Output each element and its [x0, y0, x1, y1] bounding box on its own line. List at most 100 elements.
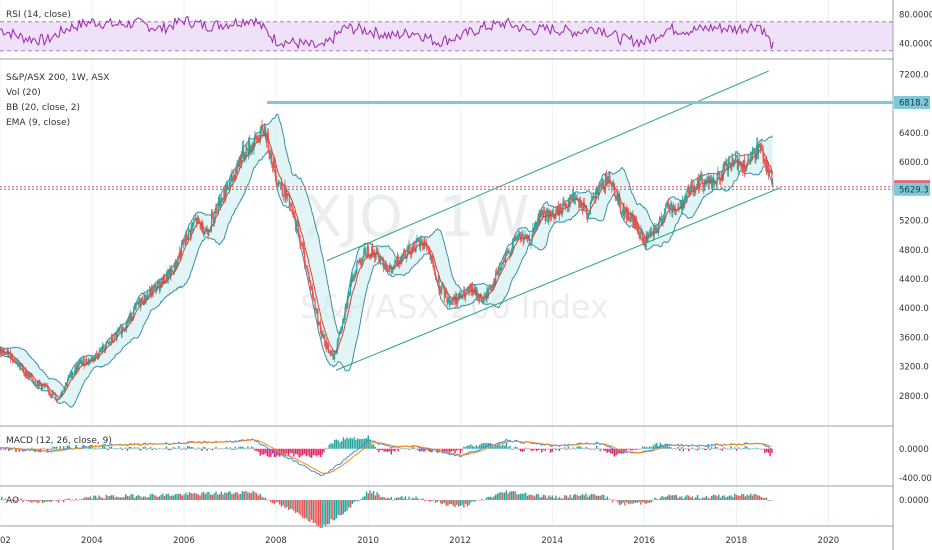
- ao-bar: [61, 500, 63, 501]
- candle-body: [575, 197, 577, 199]
- candle-body: [539, 215, 541, 224]
- candle-body: [400, 257, 402, 264]
- macd-hist-bar: [608, 448, 610, 453]
- ao-bar: [342, 500, 345, 514]
- ao-bar: [500, 491, 502, 500]
- candle-body: [514, 236, 516, 238]
- candle-body: [300, 244, 302, 246]
- ao-bar: [525, 492, 527, 500]
- ao-bar: [224, 492, 226, 500]
- candle-body: [739, 164, 741, 166]
- macd-hist-bar: [588, 448, 591, 450]
- candle-body: [434, 273, 437, 280]
- macd-hist-bar: [80, 448, 83, 450]
- candle-body: [720, 173, 723, 181]
- macd-hist-bar: [680, 446, 683, 449]
- ao-bar: [348, 500, 350, 508]
- candle-body: [295, 221, 298, 231]
- candle-body: [435, 279, 438, 281]
- candle-body: [352, 276, 354, 282]
- candle-body: [417, 239, 419, 242]
- macd-hist-bar: [539, 448, 541, 450]
- macd-hist-bar: [626, 448, 628, 451]
- macd-hist-bar: [569, 448, 571, 450]
- macd-hist-bar: [326, 448, 329, 450]
- candle-body: [249, 146, 252, 153]
- channel-lower-line[interactable]: [335, 187, 781, 371]
- macd-hist-bar: [495, 445, 497, 449]
- macd-hist-bar: [107, 448, 109, 451]
- macd-hist-bar: [190, 446, 192, 449]
- candle-body: [639, 236, 641, 238]
- candle-body: [299, 235, 301, 245]
- ao-bar: [399, 496, 401, 500]
- candle-body: [741, 166, 743, 168]
- price-tick-label: 3200.0: [899, 363, 929, 373]
- candle-body: [337, 340, 339, 343]
- candle-body: [586, 208, 588, 220]
- macd-hist-bar: [771, 448, 773, 453]
- ao-bar: [431, 500, 433, 502]
- ao-bar: [411, 497, 414, 500]
- candle-body: [23, 371, 25, 373]
- ao-bar: [464, 500, 467, 504]
- ao-bar: [232, 493, 235, 500]
- candle-body: [529, 244, 531, 246]
- ao-bar: [748, 495, 750, 500]
- candle-body: [73, 372, 75, 374]
- ao-bar: [277, 500, 279, 503]
- candle-body: [519, 236, 522, 240]
- ao-bar: [171, 495, 173, 500]
- ao-bar: [303, 500, 306, 519]
- ao-bar: [208, 491, 210, 500]
- macd-hist-bar: [597, 448, 600, 449]
- ao-bar: [116, 496, 118, 500]
- macd-hist-bar: [48, 448, 51, 450]
- macd-hist-bar: [227, 448, 230, 450]
- candle-body: [637, 227, 639, 231]
- candle-body: [604, 175, 607, 191]
- macd-hist-bar: [247, 446, 249, 449]
- ao-bar: [702, 497, 704, 500]
- macd-hist-bar: [565, 448, 568, 450]
- macd-hist-bar: [321, 448, 323, 455]
- candle-body: [757, 143, 759, 154]
- candle-body: [503, 259, 505, 263]
- time-axis[interactable]: 02 2004 2006 2008 2010 2012 2014 2016 2018 2020: [0, 536, 839, 546]
- candle-body: [742, 166, 744, 172]
- candle-body: [513, 236, 515, 241]
- macd-hist-bar: [549, 448, 552, 453]
- candle-body: [437, 279, 439, 283]
- candle-body: [608, 175, 610, 182]
- candle-body: [168, 269, 170, 273]
- price-axis[interactable]: 80.000040.00007200.06400.06000.05200.048…: [894, 0, 932, 550]
- macd-hist-bar: [185, 448, 187, 450]
- candle-body: [609, 175, 611, 183]
- ao-bar: [643, 500, 646, 503]
- candle-body: [672, 210, 674, 213]
- macd-hist-bar: [268, 448, 270, 458]
- candle-body: [226, 183, 229, 190]
- candle-body: [364, 248, 367, 257]
- ao-bar: [45, 500, 47, 502]
- ao-bar: [448, 500, 451, 505]
- macd-hist-bar: [581, 447, 584, 449]
- ao-bar: [48, 500, 51, 502]
- ao-bar: [310, 500, 313, 520]
- candle-body: [653, 228, 655, 237]
- macd-hist-bar: [636, 448, 639, 450]
- ao-bar: [732, 497, 734, 500]
- candle-body: [552, 211, 554, 215]
- candle-body: [224, 190, 226, 200]
- candle-body: [441, 286, 443, 294]
- macd-hist-bar: [96, 448, 99, 450]
- candle-body: [89, 359, 91, 362]
- macd-hist-bar: [277, 448, 279, 456]
- ao-bar: [374, 495, 377, 500]
- candle-body: [700, 174, 702, 179]
- macd-hist-bar: [385, 448, 387, 452]
- candle-body: [341, 327, 343, 331]
- macd-hist-bar: [124, 447, 127, 449]
- candle-body: [80, 360, 83, 365]
